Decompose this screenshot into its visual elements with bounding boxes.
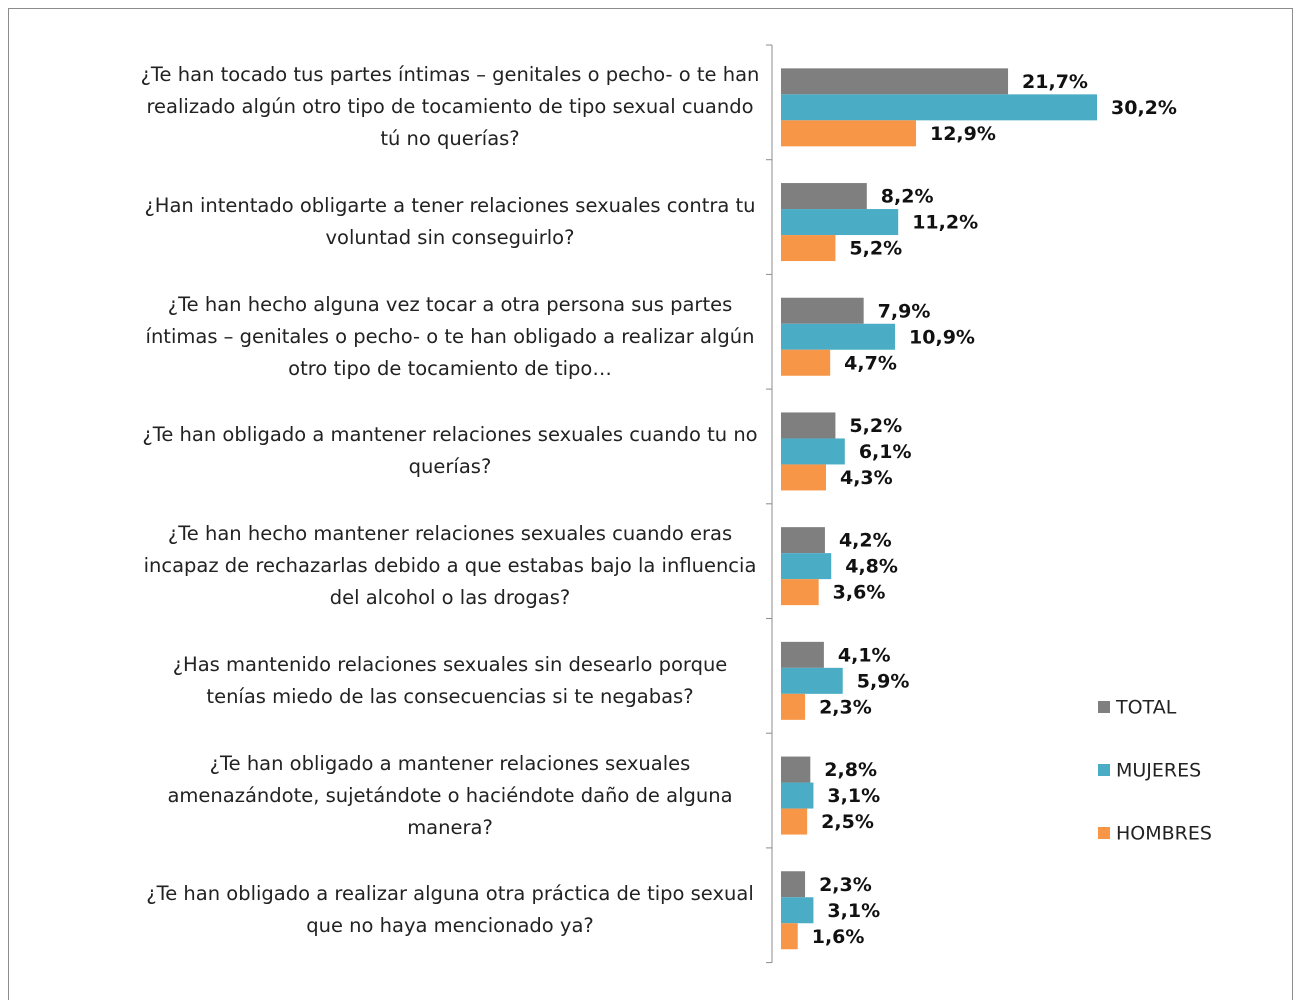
bar (781, 235, 836, 262)
bar (781, 897, 814, 924)
bar (781, 923, 798, 950)
category-label: ¿Han intentado obligarte a tener relacio… (144, 194, 756, 250)
data-label: 30,2% (1111, 97, 1177, 119)
data-label: 10,9% (909, 326, 975, 348)
category-label: ¿Te han hecho mantener relaciones sexual… (143, 522, 757, 610)
bar (781, 209, 899, 236)
bar (781, 693, 806, 720)
chart-border (8, 8, 1293, 1000)
bar (781, 527, 825, 554)
bar (781, 756, 811, 783)
bar (781, 120, 916, 147)
data-label: 3,6% (833, 582, 886, 604)
data-label: 21,7% (1022, 71, 1088, 93)
legend-label: MUJERES (1116, 760, 1201, 782)
data-label: 2,5% (821, 811, 874, 833)
category-label: ¿Te han obligado a realizar alguna otra … (146, 882, 754, 938)
data-label: 4,3% (840, 467, 893, 489)
data-label: 2,8% (824, 759, 877, 781)
data-label: 5,2% (849, 238, 902, 260)
bar (781, 323, 896, 350)
category-label: ¿Te han obligado a mantener relaciones s… (142, 423, 758, 479)
bar (781, 68, 1009, 95)
data-label: 4,7% (844, 352, 897, 374)
bar (781, 808, 808, 835)
bar (781, 667, 843, 694)
bar (781, 553, 832, 580)
bar (781, 641, 824, 668)
legend-label: TOTAL (1115, 697, 1177, 719)
legend-swatch (1098, 827, 1110, 839)
data-label: 3,1% (827, 785, 880, 807)
legend-swatch (1098, 764, 1110, 776)
bar (781, 782, 814, 809)
bar (781, 297, 864, 324)
bar (781, 94, 1097, 121)
data-label: 5,2% (849, 415, 902, 437)
category-label: ¿Te han tocado tus partes íntimas – geni… (140, 63, 760, 151)
category-label: ¿Te han obligado a mantener relaciones s… (167, 751, 733, 839)
data-label: 3,1% (827, 900, 880, 922)
data-label: 11,2% (912, 212, 978, 234)
bar (781, 579, 819, 606)
bar (781, 871, 806, 898)
data-label: 4,1% (838, 644, 891, 666)
category-label: ¿Te han hecho alguna vez tocar a otra pe… (145, 292, 755, 380)
data-label: 4,8% (845, 556, 898, 578)
data-label: 4,2% (839, 530, 892, 552)
data-label: 12,9% (930, 123, 996, 145)
data-label: 8,2% (881, 186, 934, 208)
data-label: 7,9% (878, 300, 931, 322)
data-label: 2,3% (819, 696, 872, 718)
bar (781, 412, 836, 439)
bar (781, 349, 831, 376)
bar (781, 183, 867, 210)
legend-swatch (1098, 701, 1110, 713)
bar (781, 464, 826, 491)
data-label: 6,1% (859, 441, 912, 463)
legend-label: HOMBRES (1116, 823, 1212, 845)
data-label: 2,3% (819, 874, 872, 896)
bar (781, 438, 845, 465)
data-label: 1,6% (812, 926, 865, 948)
data-label: 5,9% (857, 670, 910, 692)
category-label: ¿Has mantenido relaciones sexuales sin d… (172, 652, 728, 708)
